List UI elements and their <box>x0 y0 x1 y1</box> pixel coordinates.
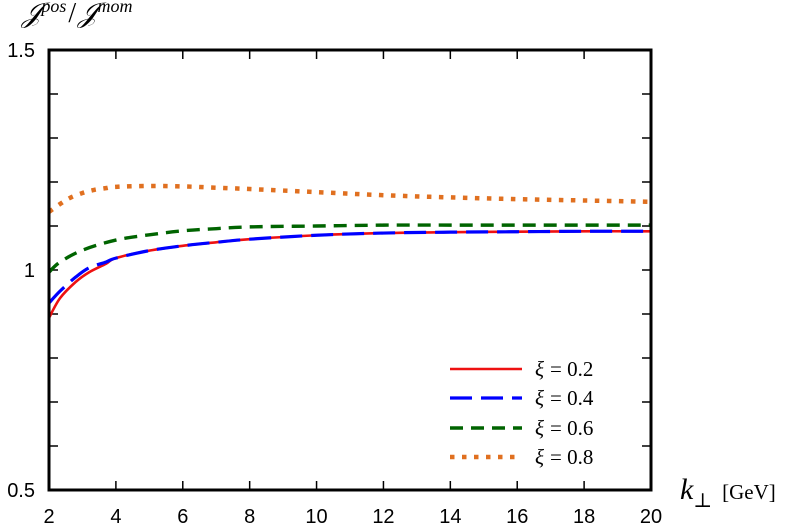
plot-frame <box>47 48 653 492</box>
x-tick-label: 2 <box>43 506 54 527</box>
x-label-perp: ⊥ <box>693 490 712 512</box>
x-tick-label: 14 <box>439 506 461 527</box>
series-line-0 <box>47 229 652 319</box>
x-axis-label: k⊥ [GeV] <box>680 473 776 512</box>
series-line-1 <box>47 229 652 305</box>
x-tick-label: 16 <box>506 506 528 527</box>
legend-label-1: ξ = 0.4 <box>535 386 594 410</box>
x-tick-label: 18 <box>573 506 595 527</box>
data-series <box>47 183 652 319</box>
legend-label-0: ξ = 0.2 <box>535 357 593 381</box>
series-line-3 <box>47 183 652 214</box>
legend-label-3: ξ = 0.8 <box>535 445 593 469</box>
x-tick-label: 4 <box>110 506 121 527</box>
x-tick-label: 20 <box>640 506 662 527</box>
series-line-2 <box>47 223 651 274</box>
y-label-sup-mom: mom <box>97 0 132 16</box>
x-label-unit: [GeV] <box>722 480 776 504</box>
y-tick-label: 1.5 <box>7 40 35 62</box>
y-tick-label: 1 <box>24 260 35 282</box>
x-tick-label: 10 <box>305 506 327 527</box>
legend-label-2: ξ = 0.6 <box>535 416 593 440</box>
y-label-sup-pos: pos <box>39 0 66 16</box>
x-tick-label: 12 <box>372 506 394 527</box>
legend: ξ = 0.2 ξ = 0.4 ξ = 0.6 ξ = 0.8 <box>450 357 594 469</box>
y-label-slash: / <box>68 0 76 29</box>
x-tick-label: 6 <box>177 506 188 527</box>
x-tick-label: 8 <box>244 506 255 527</box>
y-tick-label: 0.5 <box>7 480 35 502</box>
axis-tick-labels: 2 4 6 8 10 12 14 16 18 20 0.5 1 1.5 <box>7 40 662 527</box>
y-axis-label: 𝒥pos/𝒥mom <box>20 0 132 29</box>
x-label-k: k <box>680 473 694 506</box>
